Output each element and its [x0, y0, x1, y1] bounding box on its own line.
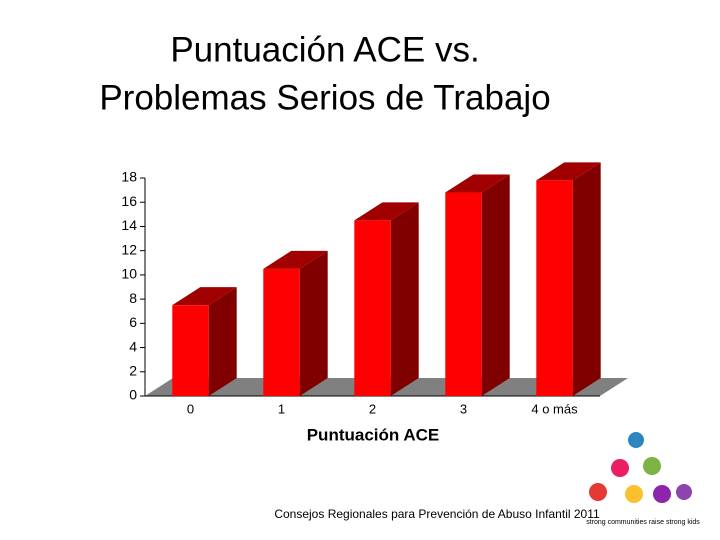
bar-top [445, 174, 510, 193]
y-tick-label: 18 [121, 169, 137, 185]
logo: strong communities raise strong kids [586, 432, 700, 526]
x-tick-label: 3 [460, 401, 467, 416]
bar [354, 220, 391, 396]
y-tick-label: 4 [129, 338, 137, 354]
bar-side [572, 162, 601, 396]
bar-top [263, 250, 328, 269]
bar-side [481, 174, 510, 396]
x-axis-label: Puntuación ACE [307, 425, 440, 444]
y-tick-label: 14 [121, 217, 137, 233]
y-tick-label: 6 [129, 314, 137, 330]
logo-text: strong communities raise strong kids [586, 519, 700, 526]
x-tick-label: 0 [187, 401, 194, 416]
y-tick-label: 0 [129, 387, 137, 403]
title-line: Problemas Serios de Trabajo [99, 78, 550, 117]
x-tick-label: 2 [369, 401, 376, 416]
bar-top [172, 287, 237, 306]
bar [263, 268, 300, 396]
y-tick-label: 8 [129, 290, 137, 306]
bar-top [354, 202, 419, 221]
bar-side [208, 287, 237, 396]
bar-side [299, 250, 328, 396]
bar [445, 192, 482, 396]
y-tick-label: 16 [121, 193, 137, 209]
y-tick-label: 10 [121, 266, 137, 282]
bar-side [390, 202, 419, 396]
x-tick-label: 4 o más [531, 401, 578, 416]
title-line: Puntuación ACE vs. [170, 30, 479, 69]
bar-top [536, 162, 601, 181]
bar [536, 180, 573, 396]
footer: Consejos Regionales para Prevención de A… [274, 507, 600, 521]
x-tick-label: 1 [278, 401, 285, 416]
y-tick-label: 12 [121, 241, 137, 257]
bar [172, 305, 209, 396]
y-tick-label: 2 [129, 362, 137, 378]
